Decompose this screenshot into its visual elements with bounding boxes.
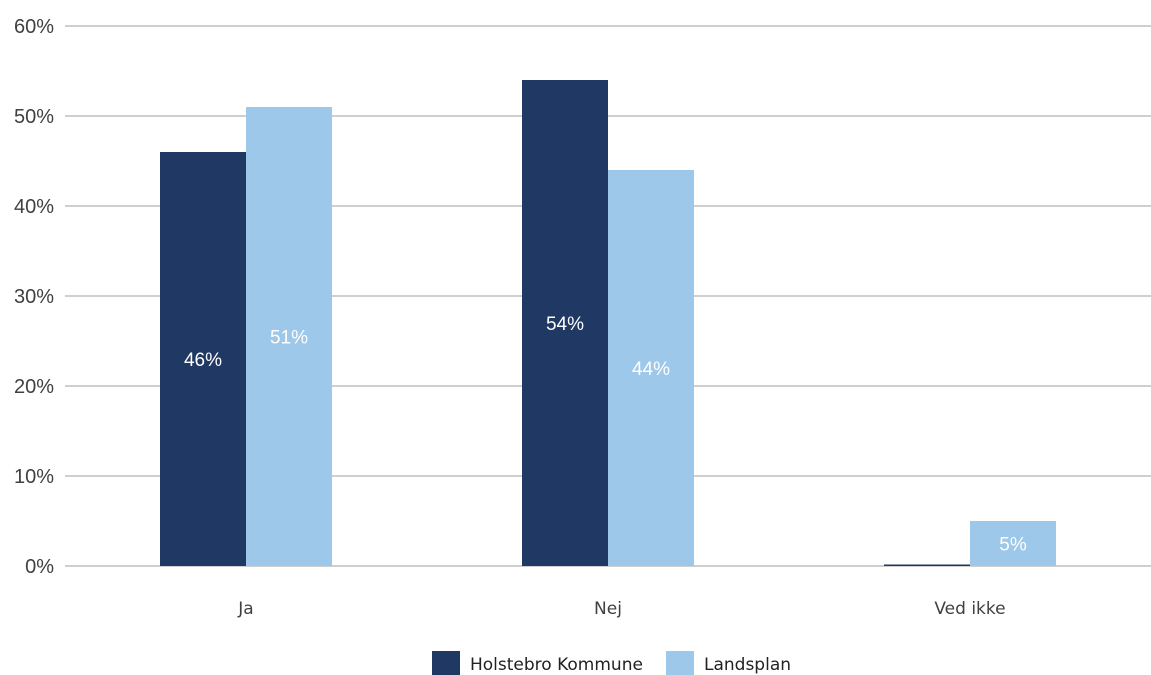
y-tick-label: 50% bbox=[14, 106, 54, 128]
y-tick-label: 20% bbox=[14, 376, 54, 398]
y-tick-label: 30% bbox=[14, 286, 54, 308]
y-tick-label: 60% bbox=[14, 16, 54, 38]
bar-data-label: 46% bbox=[184, 350, 222, 371]
bars: 46% 51% 54% 44% 5% bbox=[160, 80, 1056, 566]
legend: Holstebro Kommune Landsplan bbox=[432, 651, 791, 675]
bar bbox=[884, 564, 970, 566]
bar bbox=[160, 152, 246, 566]
bar bbox=[608, 170, 694, 566]
y-tick-label: 0% bbox=[25, 556, 54, 578]
legend-swatch bbox=[432, 651, 460, 675]
legend-label: Holstebro Kommune bbox=[470, 655, 643, 675]
bar-data-label: 5% bbox=[999, 535, 1027, 556]
x-category-label: Ja bbox=[237, 599, 253, 619]
legend-swatch bbox=[666, 651, 694, 675]
bar-data-label: 51% bbox=[270, 328, 308, 349]
legend-label: Landsplan bbox=[704, 655, 791, 675]
bar bbox=[522, 80, 608, 566]
y-tick-label: 40% bbox=[14, 196, 54, 218]
bar-data-label: 54% bbox=[546, 314, 584, 335]
y-axis-tick-labels: 0% 10% 20% 30% 40% 50% 60% bbox=[14, 16, 54, 578]
y-tick-label: 10% bbox=[14, 466, 54, 488]
x-category-label: Nej bbox=[594, 599, 622, 619]
bar bbox=[970, 521, 1056, 566]
x-axis-category-labels: Ja Nej Ved ikke bbox=[237, 599, 1005, 619]
bar bbox=[246, 107, 332, 566]
bar-data-label: 44% bbox=[632, 359, 670, 380]
x-category-label: Ved ikke bbox=[934, 599, 1005, 619]
